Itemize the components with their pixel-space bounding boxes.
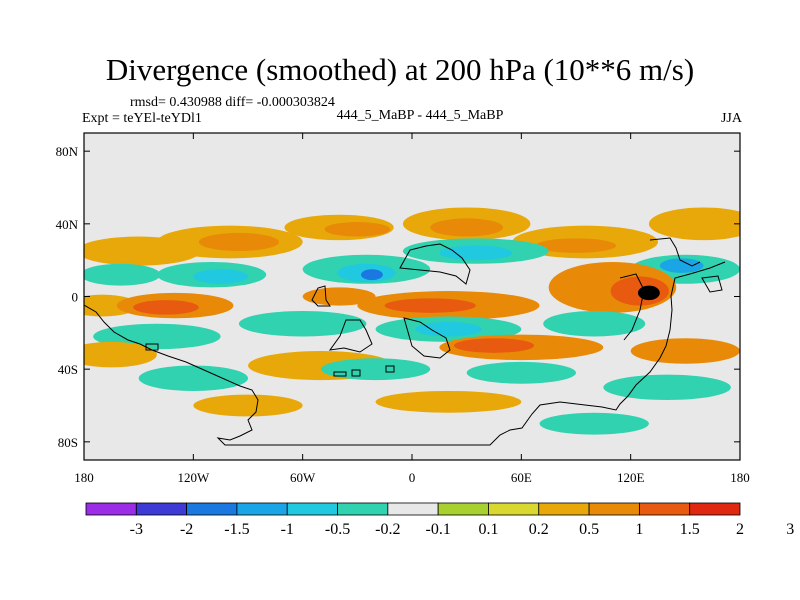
antarctic-island-2 (351, 369, 361, 377)
x-tick-label-4: 60E (511, 470, 532, 485)
colorbar-label-9: 0.5 (579, 521, 599, 538)
pacific-coastline (619, 273, 645, 341)
case-label: 444_5_MaBP - 444_5_MaBP (336, 108, 504, 123)
y-tick-label-3: 40S (58, 362, 78, 377)
colorbar-label-10: 1 (635, 521, 643, 538)
contour-blob-42 (603, 374, 731, 401)
contour-blob-41 (466, 361, 576, 384)
contour-blob-33 (543, 311, 646, 337)
colorbar-label-3: -1 (281, 521, 294, 538)
contour-blob-23 (302, 287, 376, 306)
stats-label: rmsd= 0.430988 diff= -0.000303824 (130, 95, 335, 110)
atlantic-coastline (399, 243, 471, 285)
y-tick-label-2: 0 (72, 290, 79, 305)
americas-coastline (84, 261, 726, 446)
contour-blob-30 (238, 311, 367, 337)
contour-blob-32 (415, 321, 482, 337)
island-2 (385, 365, 395, 373)
plot-title: Divergence (smoothed) at 200 hPa (10**6 … (105, 52, 695, 87)
colorbar-bin-6 (387, 502, 439, 516)
antarctic-island-1 (333, 371, 347, 377)
x-tick-label-6: 180 (730, 470, 750, 485)
colorbar-label-4: -0.5 (325, 521, 350, 538)
y-tick-label-0: 80N (56, 144, 79, 159)
experiment-label: Expt = teYEl-teYDl1 (82, 111, 202, 126)
contour-blob-45 (539, 412, 649, 435)
gulf-coastline (311, 285, 331, 307)
colorbar-label-8: 0.2 (529, 521, 549, 538)
colorbar: -3 -2 -1.5 -1 -0.5 -0.2 -0.1 0.1 0.2 0.5 1 1.5 2 3 (85, 502, 794, 538)
colorbar-bin-3 (236, 502, 288, 516)
colorbar-label-11: 1.5 (680, 521, 700, 538)
coastline-layer (84, 237, 726, 446)
island-1 (145, 343, 159, 351)
contour-blob-28 (637, 285, 660, 301)
y-tick-label-1: 40N (56, 217, 79, 232)
contour-blob-40 (320, 358, 431, 381)
contour-blob-22 (133, 300, 199, 315)
africa-coastline (403, 317, 451, 359)
colorbar-bin-7 (437, 502, 489, 516)
y-tick-label-4: 80S (58, 435, 78, 450)
x-tick-label-0: 180 (74, 470, 94, 485)
colorbar-bin-9 (538, 502, 590, 516)
colorbar-bin-4 (286, 502, 338, 516)
x-tick-label-5: 120E (617, 470, 645, 485)
contour-blob-12 (193, 269, 249, 284)
season-label: JJA (720, 111, 742, 126)
contour-blob-10 (84, 263, 161, 286)
colorbar-label-5: -0.2 (375, 521, 400, 538)
contour-blob-2 (198, 232, 279, 252)
colorbar-bin-0 (85, 502, 137, 516)
contour-blob-17 (439, 245, 513, 261)
x-tick-label-3: 0 (409, 470, 416, 485)
contour-blob-43 (193, 394, 303, 417)
colorbar-bin-8 (488, 502, 540, 516)
longitude-axis: 180 120W 60W 0 60E 120E 180 (74, 133, 750, 485)
colorbar-bin-2 (186, 502, 238, 516)
contour-blob-8 (535, 238, 617, 253)
island-3 (701, 275, 723, 293)
colorbar-label-7: 0.1 (478, 521, 498, 538)
contour-blob-44 (375, 390, 522, 413)
contour-blob-19 (659, 258, 704, 273)
colorbar-bin-12 (689, 502, 741, 516)
colorbar-bin-5 (337, 502, 389, 516)
colorbar-label-13: 3 (786, 521, 794, 538)
colorbar-label-1: -2 (180, 521, 193, 538)
contour-blob-15 (360, 269, 383, 281)
x-tick-label-2: 60W (290, 470, 316, 485)
contour-blob-39 (138, 365, 248, 391)
contour-blob-37 (453, 338, 535, 353)
colorbar-bin-1 (135, 502, 188, 516)
colorbar-label-2: -1.5 (224, 521, 249, 538)
contour-fill-layer (84, 207, 740, 435)
x-tick-label-1: 120W (177, 470, 210, 485)
caribbean-coastline (328, 319, 373, 353)
colorbar-label-6: -0.1 (425, 521, 450, 538)
latitude-axis: 80N 40N 0 40S 80S (56, 144, 740, 450)
colorbar-label-0: -3 (130, 521, 143, 538)
contour-blob-34 (84, 341, 157, 368)
colorbar-bin-10 (588, 502, 640, 516)
contour-blob-6 (430, 218, 504, 237)
contour-blob-25 (384, 298, 476, 313)
colorbar-label-12: 2 (736, 521, 744, 538)
contour-blob-4 (324, 222, 391, 237)
contour-blob-38 (630, 338, 740, 364)
contour-blob-9 (648, 207, 740, 241)
colorbar-bin-11 (638, 502, 691, 516)
asia-coastline (649, 237, 701, 267)
